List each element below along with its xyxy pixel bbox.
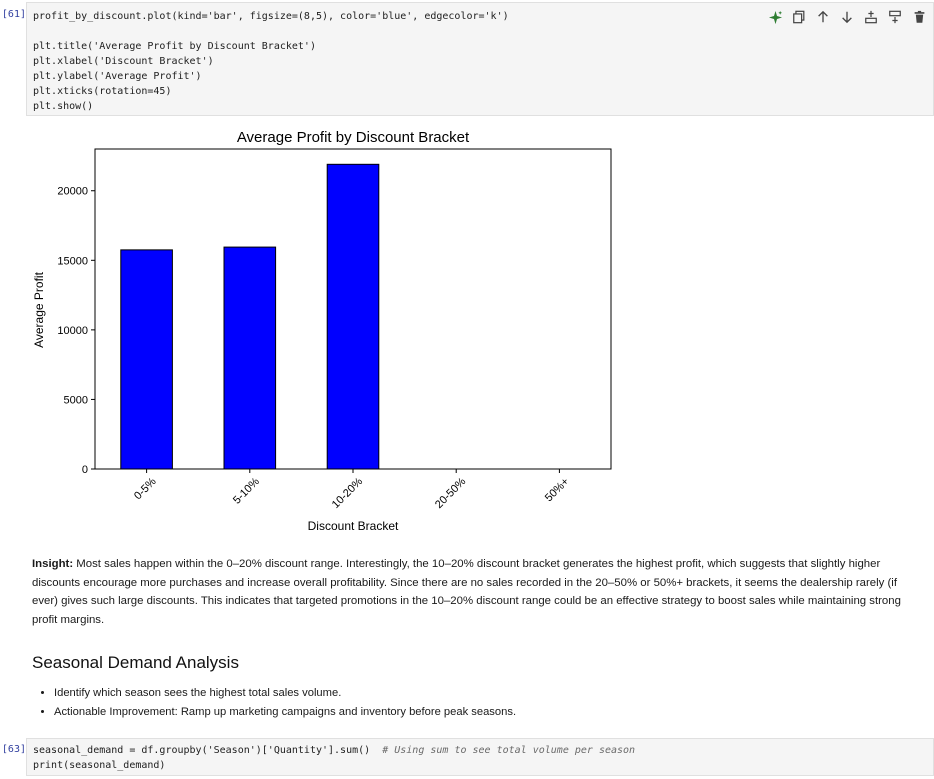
x-tick-label: 5-10% [231,475,262,506]
code-text: seasonal_demand = df.groupby('Season')['… [33,745,383,756]
code-line: print(seasonal_demand) [33,760,166,771]
code-line: seasonal_demand = df.groupby('Season')['… [33,743,933,758]
section-heading: Seasonal Demand Analysis [32,653,239,672]
cell-prompt: [63]: [0,744,26,755]
code-line [33,24,933,39]
y-tick-label: 0 [82,464,88,476]
x-tick-label: 0-5% [132,475,159,502]
insight-label: Insight: [32,558,74,570]
y-tick-label: 10000 [57,325,88,337]
code-line: plt.title('Average Profit by Discount Br… [33,41,316,52]
bar-chart: Average Profit by Discount Bracket 0 5000… [32,129,612,533]
insert-below-icon[interactable] [887,9,903,25]
code-line: plt.show() [33,101,94,112]
list-item: Actionable Improvement: Ramp up marketin… [54,703,922,722]
sparkle-icon[interactable] [767,9,783,25]
list-item: Identify which season sees the highest t… [54,684,922,703]
bullet-list-wrap: Identify which season sees the highest t… [32,684,922,722]
bar [326,163,380,470]
insight-text: Most sales happen within the 0–20% disco… [32,558,901,626]
bullet-list: Identify which season sees the highest t… [32,684,922,722]
x-tick-label: 20-50% [433,475,468,510]
code-cell-plot[interactable]: profit_by_discount.plot(kind='bar', figs… [26,2,934,116]
code-line: profit_by_discount.plot(kind='bar', figs… [33,11,509,22]
code-line: plt.xlabel('Discount Bracket') [33,56,214,67]
y-axis-label: Average Profit [32,271,46,347]
code-line: plt.xticks(rotation=45) [33,86,172,97]
cell-prompt: [61]: [0,9,26,20]
move-up-icon[interactable] [815,9,831,25]
move-down-icon[interactable] [839,9,855,25]
code-comment: # Using sum to see total volume per seas… [382,745,636,756]
cell-toolbar [767,9,927,25]
code-cell-seasonal[interactable]: seasonal_demand = df.groupby('Season')['… [26,738,934,776]
bar [223,246,277,470]
insight-paragraph: Insight: Most sales happen within the 0–… [32,555,922,629]
code-line: plt.ylabel('Average Profit') [33,71,202,82]
insert-above-icon[interactable] [863,9,879,25]
x-tick-label: 10-20% [330,475,365,510]
copy-icon[interactable] [791,9,807,25]
bar [120,249,173,470]
y-tick-label: 20000 [57,186,88,198]
x-axis-label: Discount Bracket [308,519,399,533]
y-tick-label: 5000 [64,394,88,406]
delete-icon[interactable] [911,9,927,25]
chart-title: Average Profit by Discount Bracket [237,129,470,146]
section-heading-wrap: Seasonal Demand Analysis [32,653,922,673]
x-tick-label: 50%+ [543,476,572,505]
y-tick-label: 15000 [57,255,88,267]
